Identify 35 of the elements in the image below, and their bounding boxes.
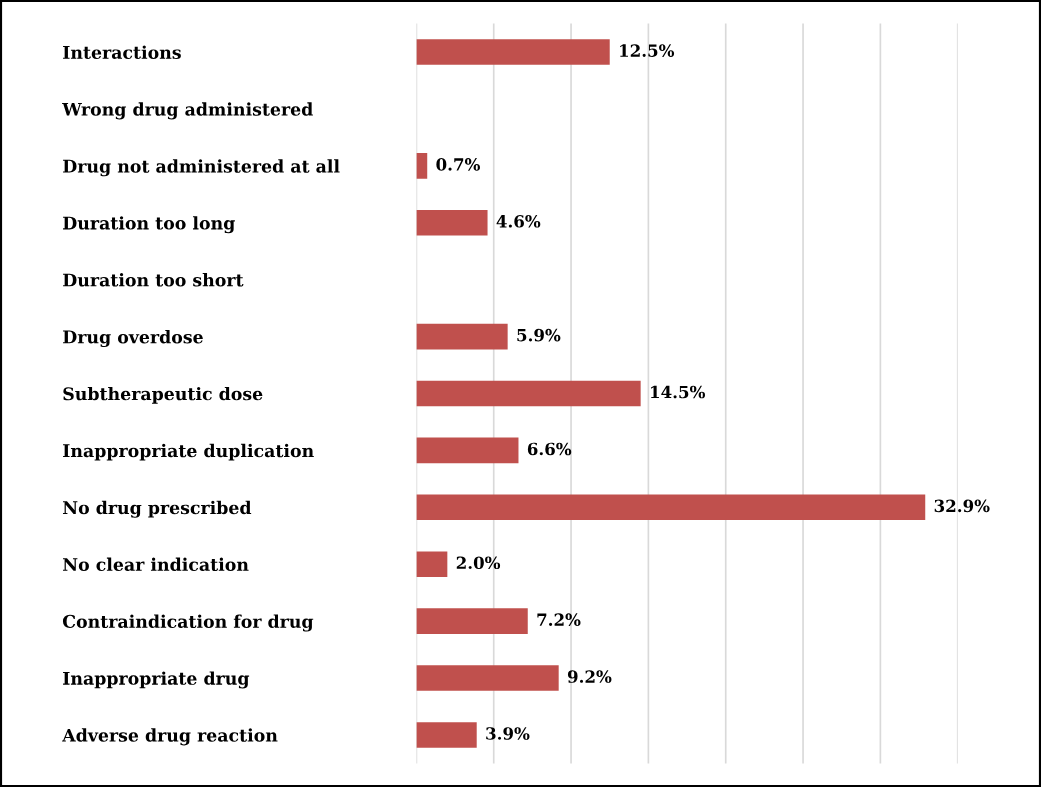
bar: [416, 323, 508, 350]
data-label: 5.9%: [517, 328, 561, 342]
y-tick-label: No drug prescribed: [63, 500, 252, 518]
data-label: 4.6%: [496, 215, 541, 228]
y-tick-label: Contraindication for drug: [62, 614, 314, 632]
bar: [416, 153, 428, 179]
bar: [416, 209, 488, 236]
y-tick-label: Interactions: [63, 45, 181, 59]
y-tick-label: Drug overdose: [63, 330, 203, 348]
bar: [416, 665, 559, 691]
y-tick-label: Adverse drug reaction: [62, 728, 278, 746]
bar: [416, 608, 528, 634]
data-label: 12.5%: [620, 44, 675, 57]
bar: [416, 494, 926, 521]
bar: [416, 722, 477, 748]
data-label: 32.9%: [934, 499, 990, 513]
y-tick-label: Duration too long: [63, 216, 235, 234]
y-tick-label: Subtherapeutic dose: [63, 386, 263, 404]
bar: [416, 39, 610, 65]
data-label: 6.6%: [527, 442, 572, 456]
bar: [416, 437, 519, 464]
bar: [416, 551, 448, 578]
data-label: 9.2%: [567, 670, 612, 683]
data-label: 2.0%: [456, 556, 501, 570]
y-tick-label: Wrong drug administered: [62, 102, 313, 120]
data-label: 7.2%: [537, 613, 581, 626]
y-tick-label: Duration too short: [63, 273, 244, 287]
y-tick-label: Inappropriate drug: [63, 671, 250, 689]
y-tick-label: Drug not administered at all: [63, 159, 340, 177]
y-tick-label: No clear indication: [63, 557, 249, 572]
bar: [416, 380, 641, 407]
data-label: 3.9%: [486, 727, 530, 740]
data-label: 14.5%: [651, 385, 706, 399]
data-label: 0.7%: [436, 158, 480, 171]
y-tick-label: Inappropriate duplication: [63, 443, 314, 461]
